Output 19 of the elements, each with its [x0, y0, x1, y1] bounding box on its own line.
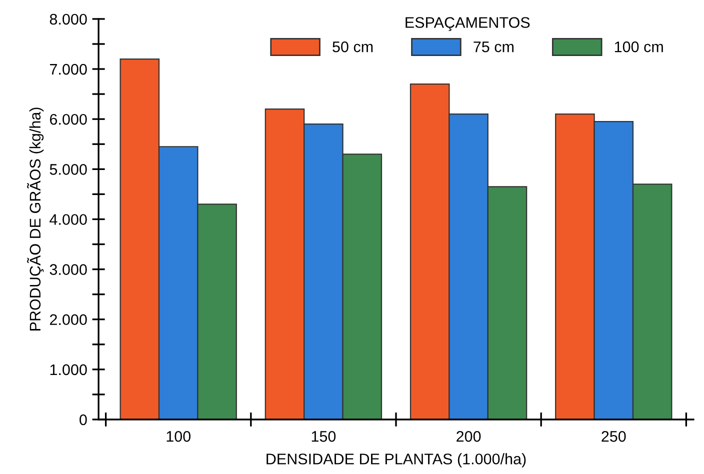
- x-tick-label: 150: [312, 431, 336, 442]
- y-tick-label: 8.000: [50, 14, 87, 25]
- legend-label: 75 cm: [474, 42, 514, 52]
- y-tick-label: 2.000: [50, 314, 87, 326]
- x-tick-label: 100: [166, 431, 191, 442]
- y-tick-label: 3.000: [50, 264, 87, 275]
- legend-label: 50 cm: [332, 41, 373, 52]
- y-tick-label: 0: [80, 414, 87, 426]
- x-tick-label: 200: [456, 431, 481, 442]
- y-axis-title: PRODUÇÃO DE GRÃOS (kg/ha): [27, 108, 44, 330]
- y-tick-label: 7.000: [50, 64, 87, 75]
- y-tick-label: 6.000: [50, 114, 87, 125]
- x-axis-title: DENSIDADE DE PLANTAS (1.000/ha): [266, 453, 526, 468]
- y-tick-label: 1.000: [50, 364, 87, 376]
- x-tick-label: 250: [602, 431, 626, 442]
- y-tick-label: 4.000: [50, 214, 87, 225]
- y-tick-label: 5.000: [50, 164, 87, 175]
- legend-title: ESPAÇAMENTOS: [406, 17, 530, 31]
- legend-label: 100 cm: [614, 41, 663, 52]
